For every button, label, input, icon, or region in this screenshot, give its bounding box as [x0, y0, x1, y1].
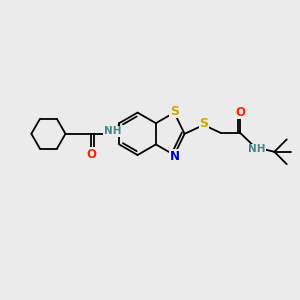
- Text: S: S: [199, 117, 208, 130]
- Text: NH: NH: [104, 126, 122, 136]
- Text: N: N: [170, 150, 180, 163]
- Text: NH: NH: [248, 144, 265, 154]
- Text: S: S: [170, 105, 179, 118]
- Text: O: O: [236, 106, 245, 118]
- Text: O: O: [86, 148, 96, 161]
